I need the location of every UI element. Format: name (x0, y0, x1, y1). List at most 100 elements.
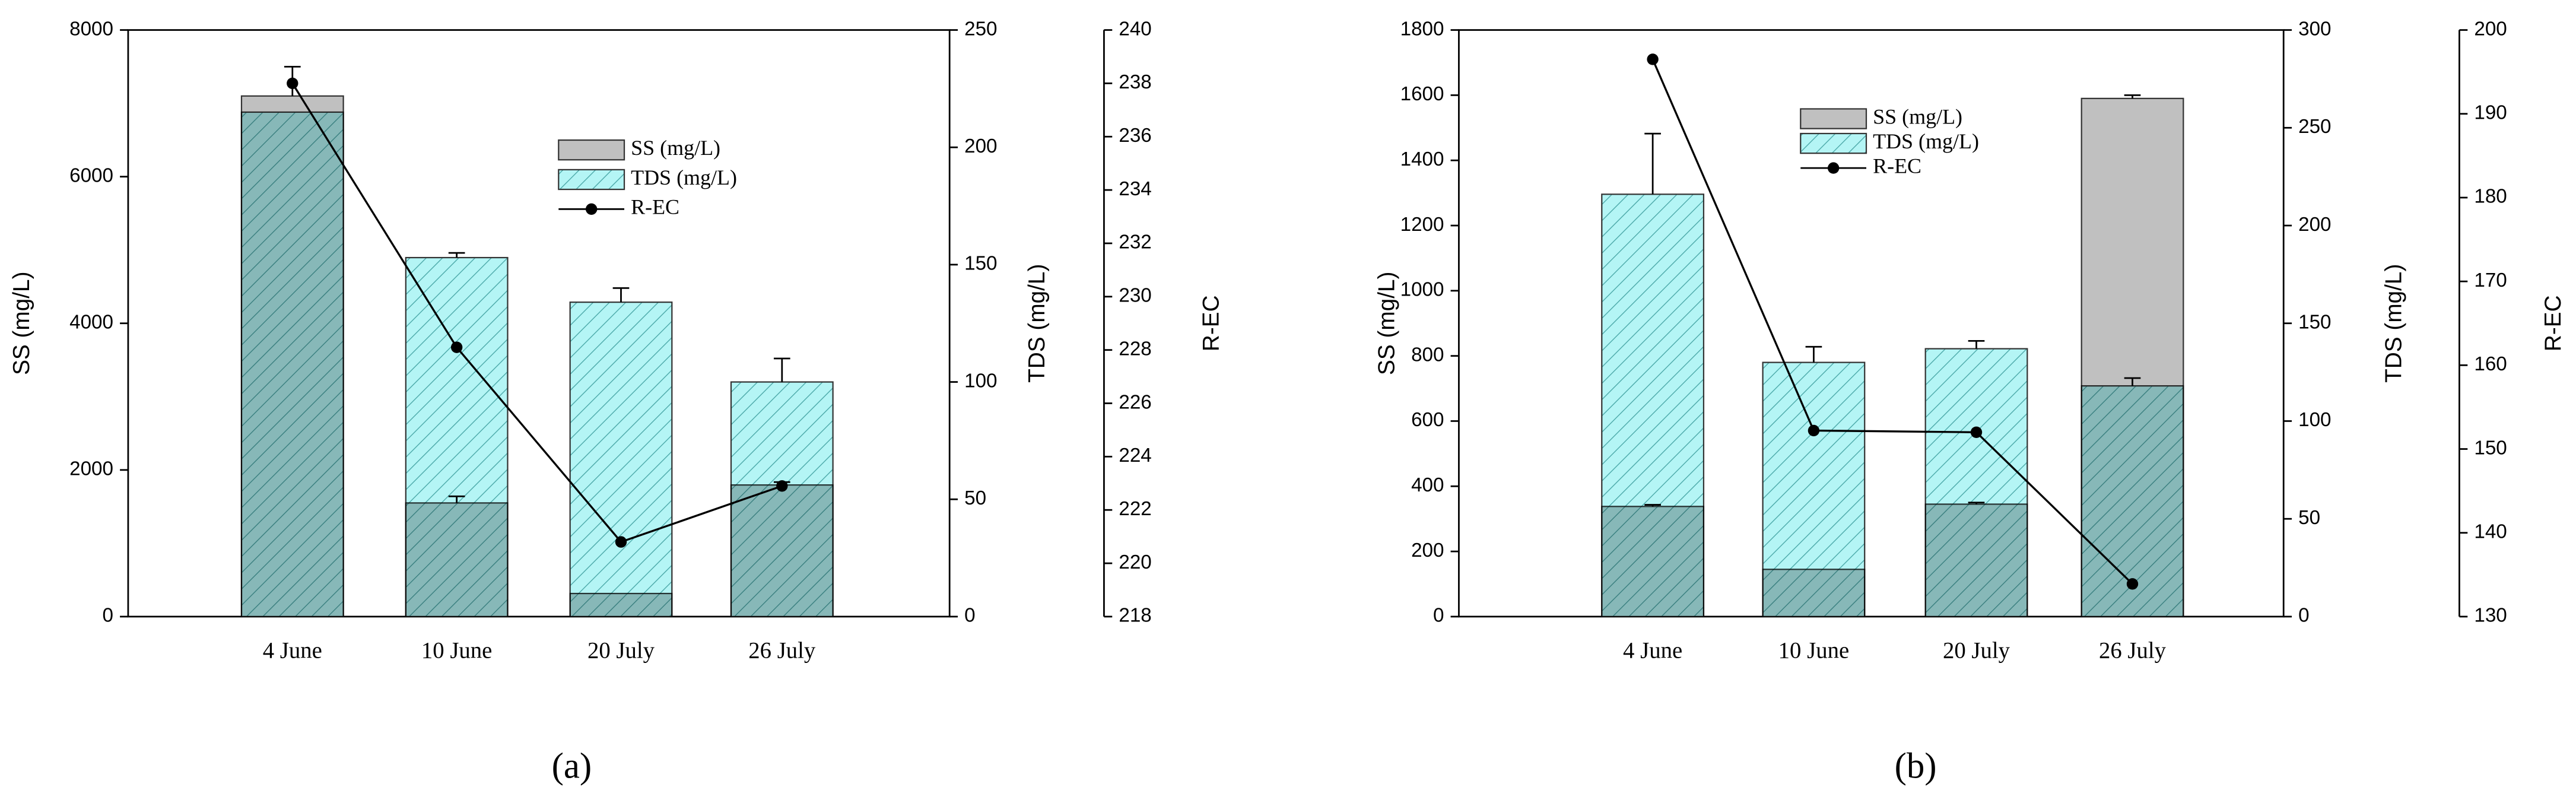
tick-label: 50 (964, 487, 986, 509)
error-bar (773, 357, 790, 382)
tick-label: 200 (2474, 18, 2507, 40)
axis-label: TDS (mg/L) (1024, 264, 1050, 383)
marker (615, 536, 627, 548)
tick-label: 234 (1119, 178, 1151, 200)
tick-label: 1000 (1400, 279, 1444, 301)
legend-swatch (558, 169, 625, 191)
marker (1647, 53, 1659, 65)
tick-label: 6000 (69, 164, 113, 186)
x-tick-label: 20 July (587, 638, 655, 664)
axis-label: TDS (mg/L) (2381, 264, 2407, 383)
error-bar (1968, 339, 1985, 349)
caption: (b) (1895, 746, 1937, 786)
tick-label: 250 (2298, 116, 2331, 138)
tick-label: 180 (2474, 186, 2507, 208)
legend-label: TDS (mg/L) (1873, 129, 1979, 153)
tick-label: 8000 (69, 18, 113, 40)
tick-label: 170 (2474, 269, 2507, 291)
line (1651, 59, 2133, 585)
legend-label: SS (mg/L) (1873, 104, 1962, 128)
tick-label: 224 (1119, 445, 1151, 467)
marker (2126, 578, 2139, 590)
legend-marker (585, 203, 598, 215)
error-bar (448, 252, 465, 258)
tick-label: 222 (1119, 498, 1151, 520)
legend-label: SS (mg/L) (631, 136, 720, 160)
legend-swatch (1800, 108, 1867, 129)
tick-label: 226 (1119, 391, 1151, 413)
tick-label: 238 (1119, 71, 1151, 93)
tick-label: 1200 (1400, 214, 1444, 236)
bar (1924, 348, 2028, 618)
tick-label: 250 (964, 18, 997, 40)
legend-label: R-EC (1873, 154, 1921, 177)
tick-label: 100 (2298, 409, 2331, 431)
bar (2081, 385, 2184, 618)
error-bar (2124, 94, 2141, 99)
x-tick-label: 10 June (421, 638, 492, 664)
bar (405, 256, 509, 618)
tick-label: 240 (1119, 18, 1151, 40)
tick-label: 140 (2474, 521, 2507, 542)
x-tick-label: 4 June (263, 638, 322, 664)
tick-label: 200 (964, 135, 997, 157)
x-tick-label: 20 July (1943, 638, 2010, 664)
marker (776, 480, 788, 492)
tick-label: 232 (1119, 231, 1151, 253)
error-bar (1805, 345, 1822, 363)
tick-label: 400 (1411, 474, 1444, 496)
marker (1808, 424, 1820, 437)
tick-label: 300 (2298, 18, 2331, 40)
x-tick-label: 26 July (2099, 638, 2167, 664)
legend-label: R-EC (631, 195, 679, 219)
tick-label: 220 (1119, 551, 1151, 573)
x-tick-label: 10 June (1778, 638, 1849, 664)
tick-label: 200 (1411, 540, 1444, 561)
error-bar (448, 495, 465, 503)
error-bar (1968, 502, 1985, 504)
axis-label: SS (mg/L) (9, 272, 34, 375)
x-tick-label: 4 June (1623, 638, 1682, 664)
tick-label: 200 (2298, 214, 2331, 236)
tick-label: 130 (2474, 605, 2507, 627)
tick-label: 0 (2298, 605, 2309, 627)
tick-label: 0 (1433, 605, 1444, 627)
marker (450, 341, 463, 353)
tick-label: 230 (1119, 285, 1151, 307)
line (291, 82, 783, 544)
legend-swatch (1800, 132, 1867, 154)
bar (1762, 361, 1866, 618)
tick-label: 160 (2474, 353, 2507, 375)
axis-label: SS (mg/L) (1374, 272, 1400, 375)
bar (1601, 193, 1705, 618)
marker (1970, 426, 1983, 438)
bar (569, 302, 673, 618)
tick-label: 600 (1411, 409, 1444, 431)
tick-label: 236 (1119, 125, 1151, 147)
error-bar (1644, 132, 1661, 195)
error-bar (1644, 504, 1661, 507)
caption: (a) (552, 746, 592, 786)
tick-label: 100 (964, 370, 997, 392)
tick-label: 218 (1119, 605, 1151, 627)
tick-label: 1800 (1400, 18, 1444, 40)
tick-label: 0 (964, 605, 975, 627)
tick-label: 0 (103, 605, 113, 627)
tick-label: 1400 (1400, 148, 1444, 170)
legend-marker (1827, 162, 1840, 174)
tick-label: 1600 (1400, 83, 1444, 105)
tick-label: 228 (1119, 338, 1151, 360)
bar (730, 381, 834, 618)
tick-label: 150 (2474, 437, 2507, 459)
bar (240, 111, 344, 618)
legend-swatch (558, 139, 625, 161)
tick-label: 190 (2474, 102, 2507, 124)
tick-label: 50 (2298, 507, 2320, 529)
error-bar (612, 287, 630, 303)
tick-label: 150 (964, 253, 997, 275)
tick-label: 2000 (69, 458, 113, 480)
x-tick-label: 26 July (748, 638, 816, 664)
axis-label: R-EC (1198, 295, 1224, 351)
marker (287, 77, 298, 90)
